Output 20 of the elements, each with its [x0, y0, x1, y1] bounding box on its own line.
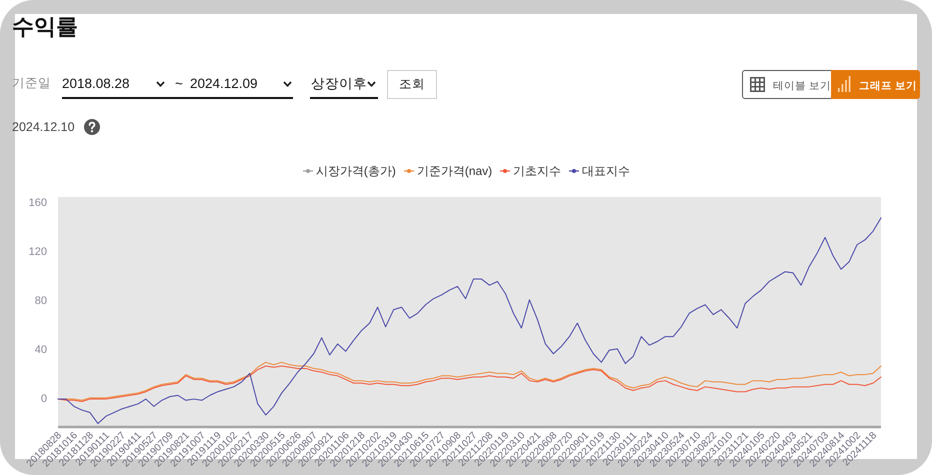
line-series — [58, 217, 882, 424]
text: 2024.12.09 — [190, 76, 258, 91]
text: ~ — [175, 76, 183, 91]
text: 2018.08.28 — [62, 76, 130, 91]
text: 상장이후 — [311, 76, 367, 91]
y-tick-label: 120 — [28, 246, 47, 258]
text: 기준일 — [12, 76, 51, 90]
legend-label: 시장가격(총가) — [316, 164, 396, 178]
y-tick-label: 0 — [40, 392, 47, 405]
legend-label: 대표지수 — [582, 164, 630, 178]
table-view-button: 테이블 보기 — [742, 70, 832, 99]
query-button: 조회 — [387, 70, 437, 99]
y-tick-label: 80 — [34, 294, 47, 307]
text: 2024.12.10 — [12, 120, 75, 134]
y-tick-label: 160 — [28, 197, 47, 210]
graph-view-button: 그래프 보기 — [831, 70, 920, 99]
chart-title: 수익률 — [12, 14, 78, 39]
y-tick-label: 40 — [34, 344, 47, 356]
legend-label: 기초지수 — [513, 164, 562, 178]
legend-label: 기준가격(nav) — [416, 164, 492, 178]
